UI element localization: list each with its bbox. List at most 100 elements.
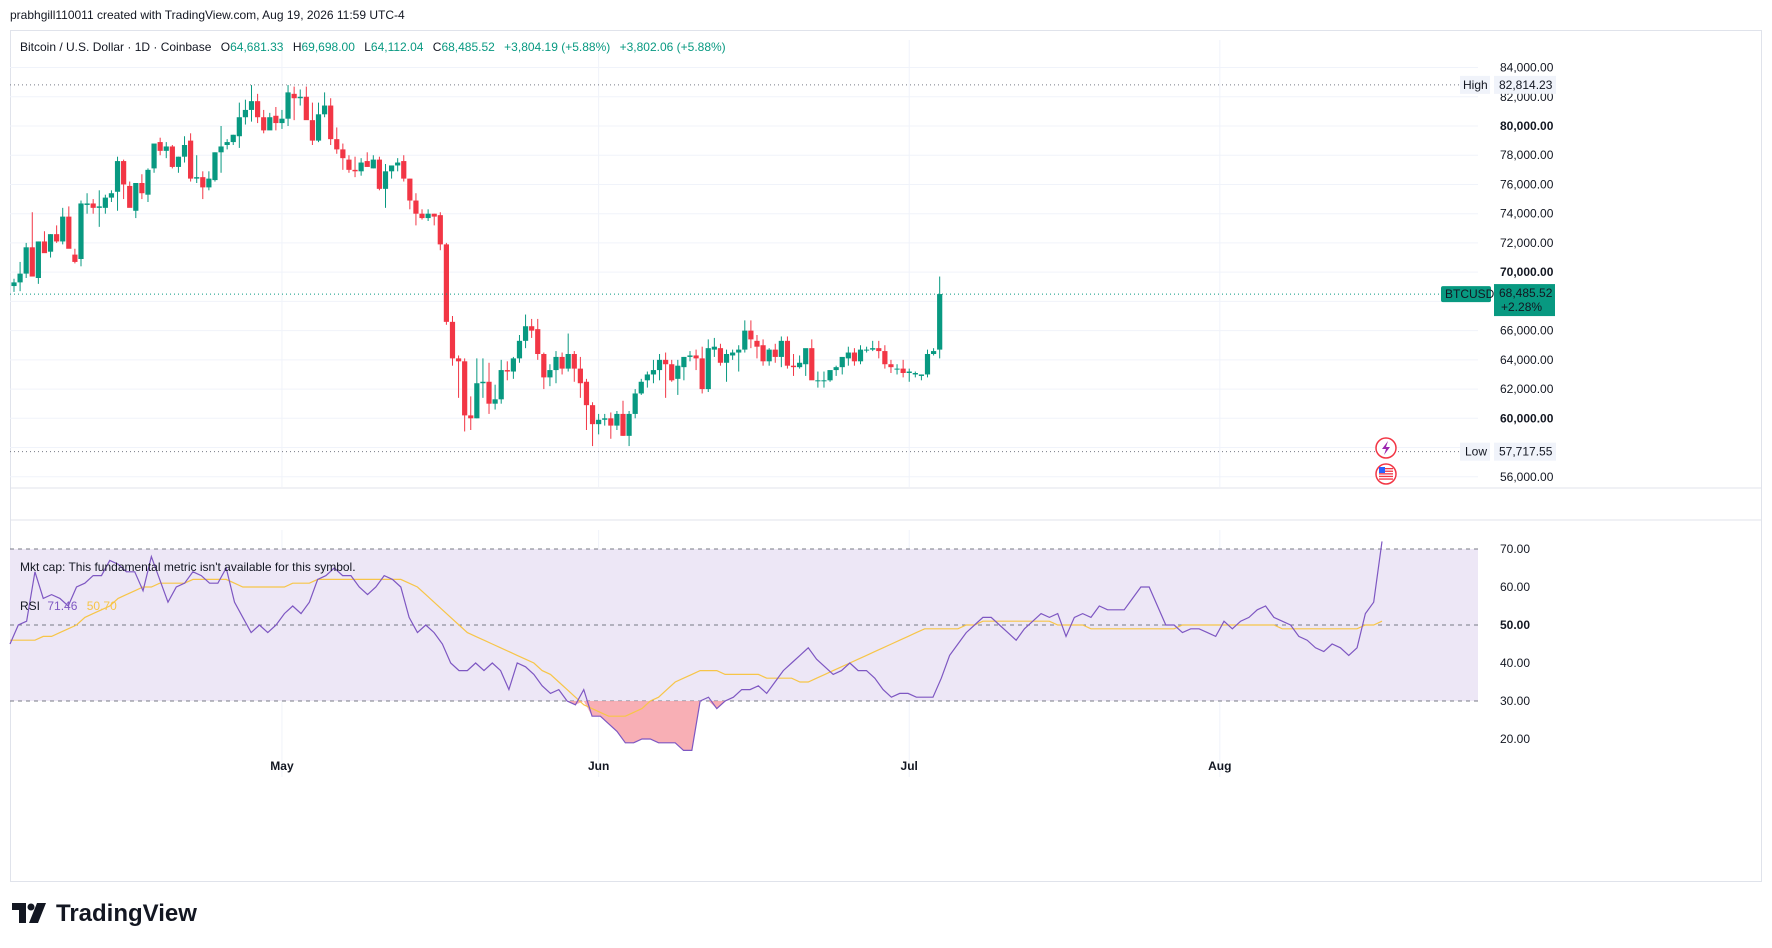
candle [663,359,669,365]
close-value: 68,485.52 [441,40,495,54]
rsi-tick-label: 60.00 [1500,580,1530,594]
candle [699,358,705,390]
candle [291,93,297,99]
candle [803,348,809,365]
tradingview-footer[interactable]: TradingView [12,900,197,928]
price-tick-label: 76,000.00 [1500,177,1554,191]
candle [577,368,583,384]
candle [754,340,760,347]
candle [388,165,395,172]
symbol-tag-label: BTCUSD [1445,287,1495,301]
symbol-tag [1441,286,1491,303]
candle [358,162,364,172]
candle [419,213,425,219]
candle [656,359,663,371]
rsi-legend: RSI 71.46 50.70 [20,599,117,613]
candle [930,351,937,354]
candle [449,321,456,359]
candle [108,193,115,198]
candle [60,216,66,242]
tradingview-logo-icon [12,903,46,923]
last-price-value: 68,485.52 [1499,286,1553,300]
low-tag-value: 57,717.55 [1499,445,1553,459]
candle [900,368,906,373]
candle [84,203,90,205]
price-tick-label: 56,000.00 [1500,470,1554,484]
candle [535,329,541,354]
candle [547,370,553,378]
candle [66,216,72,249]
candle [742,330,748,350]
candle [41,241,48,254]
candle [504,370,510,372]
candle [522,326,529,341]
candle [821,380,827,382]
candle [303,96,309,121]
candle [163,146,169,151]
candle [529,326,535,331]
candle [924,354,931,375]
candle [455,358,462,362]
candle [29,247,35,277]
candle [279,118,285,124]
low-tag-label: Low [1465,445,1487,459]
candle [72,254,78,262]
change-value: +3,804.19 (+5.88%) [504,40,611,54]
tradingview-wordmark: TradingView [56,900,197,927]
candle [784,340,791,366]
candle [407,178,413,201]
candle [90,203,96,208]
candle [157,142,163,151]
candle [230,134,236,143]
candle [882,351,888,365]
high-label: H [292,40,302,54]
candle [218,146,224,153]
candle [328,105,334,140]
candle [730,352,736,356]
candle [309,120,316,141]
candle [206,178,212,188]
candle [675,365,681,379]
candle [188,140,194,179]
candle [261,117,267,131]
candle [797,362,803,368]
rsi-tick-label: 40.00 [1500,656,1530,670]
candle [809,348,815,381]
candle [681,356,687,368]
candle [669,364,675,381]
candle [608,418,614,426]
candle [766,349,772,362]
low-label: L [364,40,371,54]
candle [614,413,620,426]
low-value-tag [1494,442,1556,461]
candle [175,156,182,167]
flash-icon-glyph [1382,441,1390,455]
rsi-tick-label: 20.00 [1500,732,1530,746]
candle [510,358,516,372]
candle [212,152,218,181]
rsi-tick-label: 50.00 [1500,618,1530,632]
high-value: 69,698.00 [301,40,355,54]
price-tick-label: 78,000.00 [1500,148,1554,162]
candle [255,101,261,118]
candle [114,161,121,192]
price-tick-label: 62,000.00 [1500,382,1554,396]
candle [352,169,358,172]
candle [864,349,870,351]
candle [334,139,340,150]
candle [565,354,571,369]
candle [236,117,242,137]
candle [626,413,632,436]
low-tag [1460,442,1490,461]
price-tick-label: 74,000.00 [1500,207,1554,221]
candle [127,185,133,208]
candle [340,149,346,159]
candle [650,370,657,375]
flag-stripe [1379,473,1393,475]
candle [468,415,474,419]
rsi-value: 71.46 [47,599,78,613]
last-price-tag [1494,284,1555,317]
rsi-label: RSI [20,599,41,613]
candle [169,146,175,167]
